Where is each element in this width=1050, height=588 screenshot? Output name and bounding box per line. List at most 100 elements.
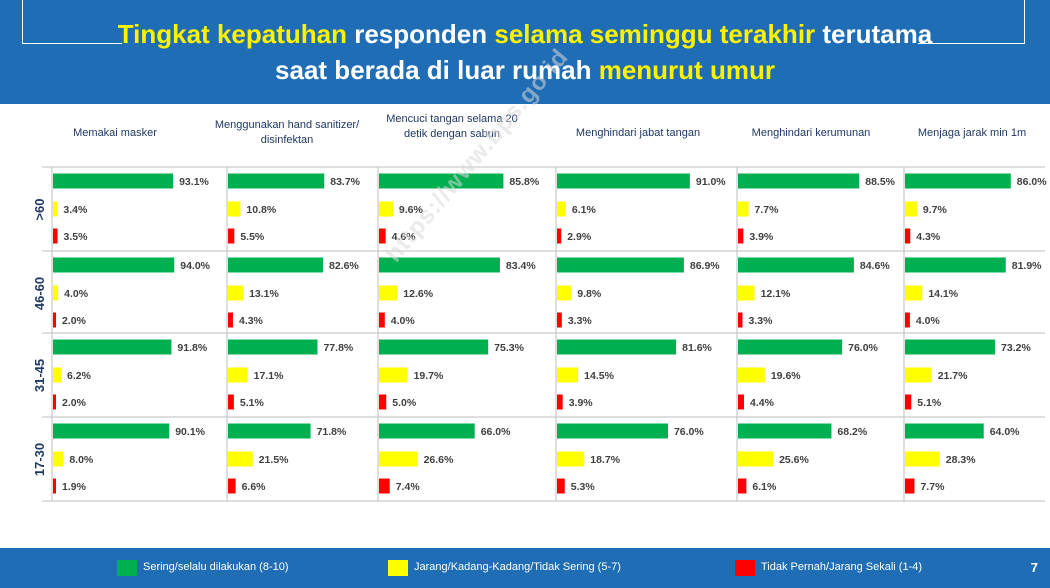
data-label: 81.9% xyxy=(1012,260,1042,272)
bar xyxy=(53,312,56,328)
bar xyxy=(379,285,398,301)
data-label: 18.7% xyxy=(590,454,620,466)
bar xyxy=(557,285,572,301)
header-banner: Tingkat kepatuhan responden selama semin… xyxy=(0,0,1050,104)
bar xyxy=(738,423,832,439)
bar xyxy=(228,173,325,189)
data-label: 6.1% xyxy=(752,481,777,493)
data-label: 73.2% xyxy=(1001,342,1031,354)
bar xyxy=(905,423,984,439)
bar xyxy=(379,173,504,189)
data-label: 75.3% xyxy=(494,342,524,354)
panel-title: Menghindari jabat tangan xyxy=(576,127,700,139)
bar xyxy=(228,257,323,273)
data-label: 19.6% xyxy=(771,370,801,382)
bar xyxy=(557,339,677,355)
bar xyxy=(53,423,170,439)
bar xyxy=(228,367,248,383)
data-label: 4.4% xyxy=(750,397,775,409)
data-label: 2.9% xyxy=(567,231,592,243)
bar xyxy=(228,451,253,467)
header-rule-right xyxy=(918,43,1025,44)
age-group-label: >60 xyxy=(32,198,47,220)
bar xyxy=(379,367,408,383)
bar xyxy=(53,257,175,273)
title-segment: selama seminggu terakhir xyxy=(494,19,816,49)
bar xyxy=(228,228,235,244)
data-label: 88.5% xyxy=(865,176,895,188)
data-label: 7.7% xyxy=(920,481,945,493)
bar xyxy=(738,312,743,328)
data-label: 17.1% xyxy=(254,370,284,382)
bar xyxy=(228,312,233,328)
header-rule-left-tick xyxy=(22,0,23,44)
data-label: 5.1% xyxy=(917,397,942,409)
bar xyxy=(379,394,387,410)
bar xyxy=(905,339,996,355)
data-label: 26.6% xyxy=(424,454,454,466)
data-label: 3.9% xyxy=(749,231,774,243)
data-label: 5.3% xyxy=(571,481,596,493)
data-label: 4.0% xyxy=(391,315,416,327)
data-label: 2.0% xyxy=(62,315,87,327)
data-label: 7.4% xyxy=(396,481,421,493)
data-label: 85.8% xyxy=(509,176,539,188)
bar xyxy=(53,367,61,383)
bar xyxy=(557,173,690,189)
bar xyxy=(53,478,56,494)
data-label: 25.6% xyxy=(779,454,809,466)
data-label: 3.5% xyxy=(64,231,89,243)
bar xyxy=(379,451,418,467)
panel-title: Mencuci tangan selama 20 xyxy=(386,113,517,125)
bar xyxy=(379,339,489,355)
data-label: 77.8% xyxy=(323,342,353,354)
data-label: 3.4% xyxy=(63,204,88,216)
data-label: 86.0% xyxy=(1017,176,1047,188)
bar xyxy=(557,478,565,494)
bar xyxy=(905,451,940,467)
data-label: 4.0% xyxy=(64,288,89,300)
data-label: 83.4% xyxy=(506,260,536,272)
bar xyxy=(738,451,774,467)
bar xyxy=(379,257,500,273)
legend-swatch xyxy=(388,560,408,576)
bar xyxy=(738,228,744,244)
title-line-1: Tingkat kepatuhan responden selama semin… xyxy=(0,16,1050,52)
data-label: 86.9% xyxy=(690,260,720,272)
data-label: 76.0% xyxy=(674,426,704,438)
data-label: 6.2% xyxy=(67,370,92,382)
bar xyxy=(557,312,562,328)
data-label: 94.0% xyxy=(180,260,210,272)
bar xyxy=(905,173,1011,189)
page-number: 7 xyxy=(1030,560,1038,575)
bar xyxy=(905,394,912,410)
bar xyxy=(53,173,174,189)
data-label: 1.9% xyxy=(62,481,87,493)
title-segment: terutama xyxy=(815,19,933,49)
data-label: 4.0% xyxy=(916,315,941,327)
bar xyxy=(557,201,566,217)
title-segment: menurut umur xyxy=(598,55,775,85)
legend-label: Jarang/Kadang-Kadang/Tidak Sering (5-7) xyxy=(414,561,621,573)
bar xyxy=(379,201,393,217)
data-label: 21.5% xyxy=(259,454,289,466)
data-label: 82.6% xyxy=(329,260,359,272)
bar xyxy=(379,423,475,439)
bar xyxy=(53,394,56,410)
title-segment: responden xyxy=(347,19,495,49)
bar xyxy=(905,312,910,328)
data-label: 4.3% xyxy=(916,231,941,243)
bar xyxy=(228,423,311,439)
age-group-label: 31-45 xyxy=(32,359,47,392)
data-label: 2.0% xyxy=(62,397,87,409)
data-label: 14.1% xyxy=(928,288,958,300)
bar xyxy=(738,257,854,273)
bar xyxy=(379,478,390,494)
bar xyxy=(228,394,234,410)
title-segment: Tingkat kepatuhan xyxy=(117,19,347,49)
panel-title: Memakai masker xyxy=(73,127,157,139)
bar xyxy=(379,228,386,244)
panel-title: disinfektan xyxy=(261,134,314,146)
data-label: 19.7% xyxy=(414,370,444,382)
legend-label: Sering/selalu dilakukan (8-10) xyxy=(143,561,289,573)
